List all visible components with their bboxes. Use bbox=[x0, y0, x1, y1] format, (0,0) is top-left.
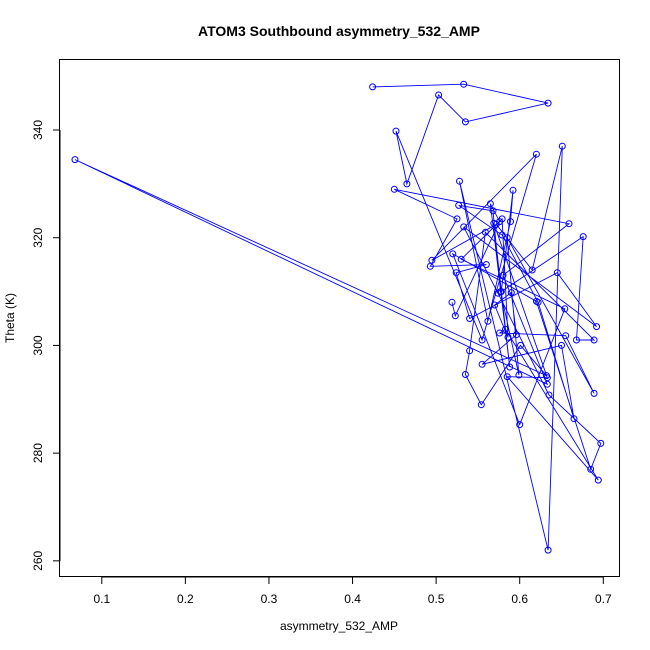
y-tick-label: 260 bbox=[31, 551, 45, 571]
data-point bbox=[509, 186, 517, 194]
data-point bbox=[403, 180, 411, 188]
series-line bbox=[74, 83, 602, 551]
y-tick-label: 300 bbox=[31, 335, 45, 355]
data-point bbox=[515, 371, 523, 379]
data-point bbox=[553, 269, 561, 277]
data-point bbox=[507, 289, 515, 297]
data-point bbox=[491, 301, 499, 309]
data-point bbox=[448, 298, 456, 306]
x-tick-label: 0.7 bbox=[595, 592, 612, 606]
data-point bbox=[594, 476, 602, 484]
data-point bbox=[460, 80, 468, 88]
data-point bbox=[392, 127, 400, 135]
data-point bbox=[481, 228, 489, 236]
data-point bbox=[532, 150, 540, 158]
data-point bbox=[455, 201, 463, 209]
data-point bbox=[456, 177, 463, 185]
data-point bbox=[426, 262, 434, 270]
data-point bbox=[497, 288, 504, 296]
x-tick-label: 0.6 bbox=[511, 592, 528, 606]
data-point bbox=[451, 312, 459, 320]
y-axis-label: Theta (K) bbox=[3, 293, 17, 343]
data-point bbox=[503, 373, 511, 381]
data-point bbox=[502, 325, 509, 333]
data-point bbox=[449, 250, 457, 258]
data-point bbox=[562, 332, 570, 340]
data-point bbox=[544, 546, 552, 554]
data-point bbox=[489, 207, 497, 215]
data-point bbox=[461, 118, 469, 126]
data-point bbox=[452, 269, 460, 277]
y-axis: 260 280 300 320 340 bbox=[31, 120, 61, 571]
data-point bbox=[558, 341, 565, 349]
data-point bbox=[579, 233, 587, 241]
x-tick-label: 0.3 bbox=[261, 592, 278, 606]
data-point bbox=[532, 297, 540, 305]
data-point bbox=[460, 223, 468, 231]
data-point bbox=[517, 341, 524, 349]
data-point bbox=[543, 374, 551, 382]
data-point bbox=[496, 329, 504, 337]
x-tick-label: 0.2 bbox=[177, 592, 194, 606]
data-point bbox=[453, 215, 461, 223]
data-point bbox=[590, 389, 598, 397]
series-points bbox=[71, 80, 605, 554]
data-point bbox=[534, 298, 542, 306]
data-point bbox=[503, 234, 511, 242]
x-axis: 0.1 0.2 0.3 0.4 0.5 0.6 0.7 bbox=[93, 576, 612, 606]
data-point bbox=[506, 363, 514, 371]
data-point bbox=[558, 142, 566, 150]
data-point bbox=[486, 200, 494, 208]
data-point bbox=[369, 83, 377, 91]
data-point bbox=[512, 331, 520, 339]
data-point bbox=[435, 91, 443, 99]
data-point bbox=[457, 255, 465, 263]
x-tick-label: 0.5 bbox=[428, 592, 445, 606]
data-point bbox=[507, 218, 514, 226]
y-tick-label: 320 bbox=[31, 227, 45, 247]
data-point bbox=[461, 371, 469, 378]
data-point bbox=[504, 333, 512, 341]
data-point bbox=[478, 336, 486, 344]
data-point bbox=[71, 156, 79, 164]
data-point bbox=[466, 315, 474, 322]
data-point bbox=[484, 317, 492, 325]
x-tick-label: 0.4 bbox=[344, 592, 361, 606]
series-lines bbox=[74, 83, 602, 551]
data-point bbox=[478, 360, 486, 368]
data-point bbox=[516, 421, 524, 429]
data-point bbox=[565, 220, 573, 228]
data-point bbox=[590, 336, 598, 344]
data-point bbox=[496, 218, 504, 226]
y-tick-label: 340 bbox=[31, 120, 45, 140]
data-point bbox=[587, 465, 595, 473]
y-tick-label: 280 bbox=[31, 443, 45, 463]
x-axis-label: asymmetry_532_AMP bbox=[280, 619, 398, 633]
data-point bbox=[570, 415, 578, 423]
data-point bbox=[545, 391, 553, 399]
data-point bbox=[544, 99, 552, 107]
data-point bbox=[482, 261, 490, 269]
data-point bbox=[477, 401, 485, 409]
data-point bbox=[466, 347, 474, 355]
data-point bbox=[597, 439, 605, 447]
data-point bbox=[390, 185, 398, 193]
data-point bbox=[593, 323, 601, 331]
x-tick-label: 0.1 bbox=[93, 592, 110, 606]
chart-title: ATOM3 Southbound asymmetry_532_AMP bbox=[198, 23, 480, 39]
data-point bbox=[573, 336, 580, 344]
data-point bbox=[499, 271, 507, 279]
data-point bbox=[528, 266, 536, 274]
data-point bbox=[561, 305, 569, 313]
